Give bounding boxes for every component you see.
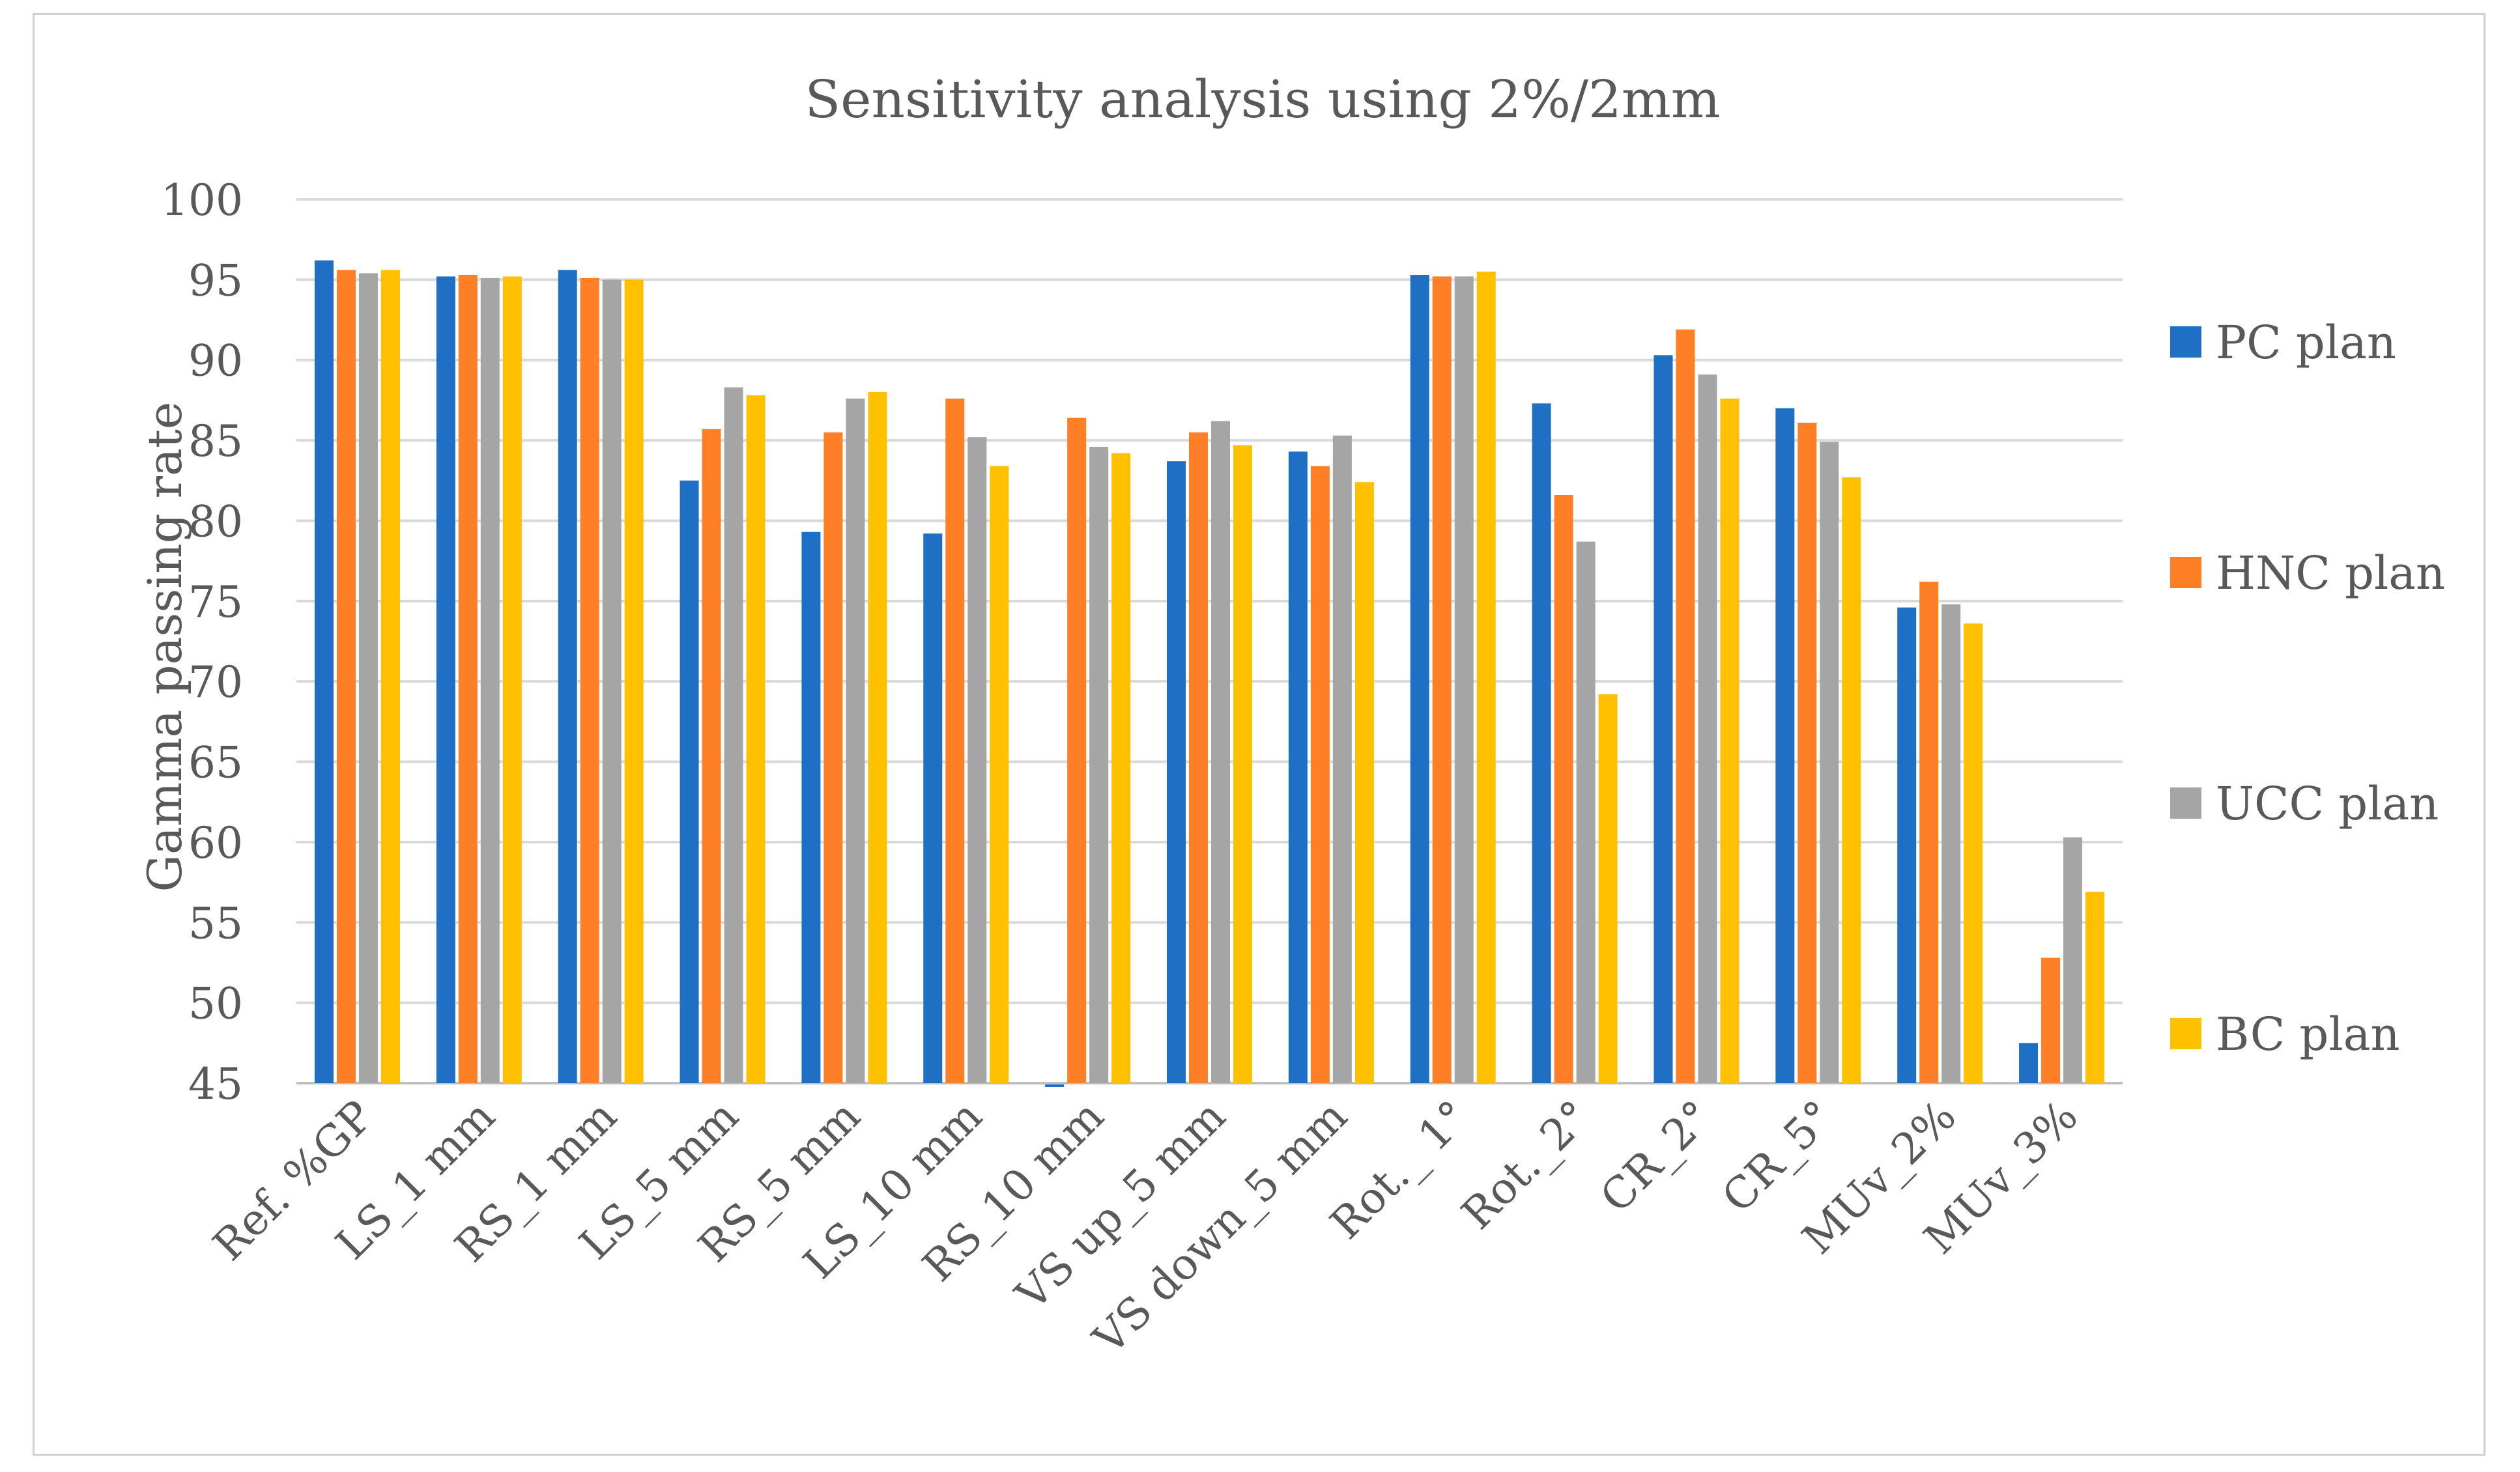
bar-hnc-plan <box>1919 582 1939 1083</box>
bar-bc-plan <box>1476 272 1496 1083</box>
bar-hnc-plan <box>1797 422 1817 1083</box>
legend-label: BC plan <box>2216 1008 2400 1061</box>
bar-hnc-plan <box>702 429 721 1083</box>
bar-ucc-plan <box>2063 837 2083 1083</box>
bar-bc-plan <box>1720 398 1740 1083</box>
bar-hnc-plan <box>1432 276 1452 1083</box>
bar-pc-plan <box>558 270 577 1083</box>
bar-pc-plan <box>1775 408 1795 1083</box>
x-tick-label: VS up_5 mm <box>1006 1091 1235 1320</box>
bar-pc-plan <box>1288 451 1308 1083</box>
legend-label: UCC plan <box>2216 777 2439 830</box>
x-tick-label: Rot._2° <box>1452 1091 1601 1239</box>
y-tick-label: 55 <box>188 898 243 948</box>
y-tick-label: 75 <box>188 577 243 627</box>
x-tick-label: CR_2° <box>1591 1091 1723 1223</box>
bar-bc-plan <box>990 466 1009 1083</box>
bar-pc-plan <box>680 480 699 1083</box>
bar-ucc-plan <box>1941 604 1961 1083</box>
bar-ucc-plan <box>1576 541 1596 1083</box>
bar-bc-plan <box>868 392 887 1083</box>
legend-swatch <box>2170 787 2201 819</box>
bar-ucc-plan <box>967 437 987 1083</box>
bar-ucc-plan <box>724 387 743 1083</box>
bar-hnc-plan <box>1310 466 1330 1083</box>
bar-bc-plan <box>746 395 766 1083</box>
legend-label: PC plan <box>2216 316 2396 369</box>
legend-label: HNC plan <box>2216 546 2445 600</box>
bar-ucc-plan <box>1454 276 1474 1083</box>
legend-swatch <box>2170 326 2201 358</box>
bar-ucc-plan <box>846 398 865 1083</box>
bar-hnc-plan <box>1189 432 1208 1083</box>
bar-ucc-plan <box>1698 374 1717 1083</box>
bar-bc-plan <box>1233 445 1252 1083</box>
bar-bc-plan <box>2085 892 2105 1083</box>
bar-ucc-plan <box>1820 442 1839 1083</box>
y-tick-label: 45 <box>188 1059 243 1109</box>
bar-pc-plan <box>436 276 455 1083</box>
bar-ucc-plan <box>1089 446 1109 1083</box>
y-tick-label: 70 <box>188 657 243 707</box>
bar-ucc-plan <box>358 273 378 1084</box>
bar-hnc-plan <box>1676 329 1695 1083</box>
y-tick-label: 60 <box>188 818 243 868</box>
y-tick-label: 65 <box>188 738 243 788</box>
bar-hnc-plan <box>823 432 843 1083</box>
bar-bc-plan <box>1964 623 1983 1083</box>
bar-bc-plan <box>380 270 400 1083</box>
bar-ucc-plan <box>480 277 500 1083</box>
bar-hnc-plan <box>1554 494 1573 1083</box>
bar-bc-plan <box>502 276 522 1083</box>
y-tick-label: 50 <box>188 979 243 1029</box>
bar-bc-plan <box>1842 477 1861 1083</box>
y-tick-label: 100 <box>161 175 243 225</box>
legend-swatch <box>2170 1018 2201 1049</box>
bar-bc-plan <box>624 279 644 1083</box>
bar-pc-plan <box>1167 461 1186 1083</box>
bar-pc-plan <box>2019 1043 2039 1083</box>
y-tick-label: 95 <box>188 255 243 305</box>
bar-hnc-plan <box>945 398 965 1083</box>
chart-title: Sensitivity analysis using 2%/2mm <box>805 69 1720 130</box>
bar-chart: Sensitivity analysis using 2%/2mm 45 50 55… <box>137 69 2445 1365</box>
bar-hnc-plan <box>2041 957 2061 1083</box>
bar-bc-plan <box>1598 694 1618 1083</box>
y-tick-label: 80 <box>188 496 243 546</box>
bar-pc-plan <box>801 531 821 1083</box>
bar-hnc-plan <box>1067 418 1087 1083</box>
bar-bc-plan <box>1111 453 1131 1083</box>
bar-pc-plan <box>314 260 334 1084</box>
bar-hnc-plan <box>336 270 356 1083</box>
bar-pc-plan <box>1897 607 1917 1083</box>
chart-frame: Sensitivity analysis using 2%/2mm 45 50 55… <box>33 13 2485 1456</box>
y-tick-label: 85 <box>188 416 243 466</box>
bar-pc-plan <box>1532 403 1551 1083</box>
bar-bc-plan <box>1354 482 1374 1083</box>
bar-ucc-plan <box>1211 421 1230 1083</box>
bar-hnc-plan <box>580 277 599 1083</box>
y-tick-label: 90 <box>188 336 243 386</box>
bar-ucc-plan <box>602 279 622 1083</box>
bar-ucc-plan <box>1332 435 1352 1083</box>
bar-pc-plan <box>1654 355 1673 1083</box>
legend-swatch <box>2170 557 2201 588</box>
y-axis-label: Gamma passing rate <box>137 402 192 892</box>
bar-pc-plan <box>923 533 943 1083</box>
bar-pc-plan <box>1410 274 1429 1084</box>
bar-hnc-plan <box>458 274 478 1084</box>
